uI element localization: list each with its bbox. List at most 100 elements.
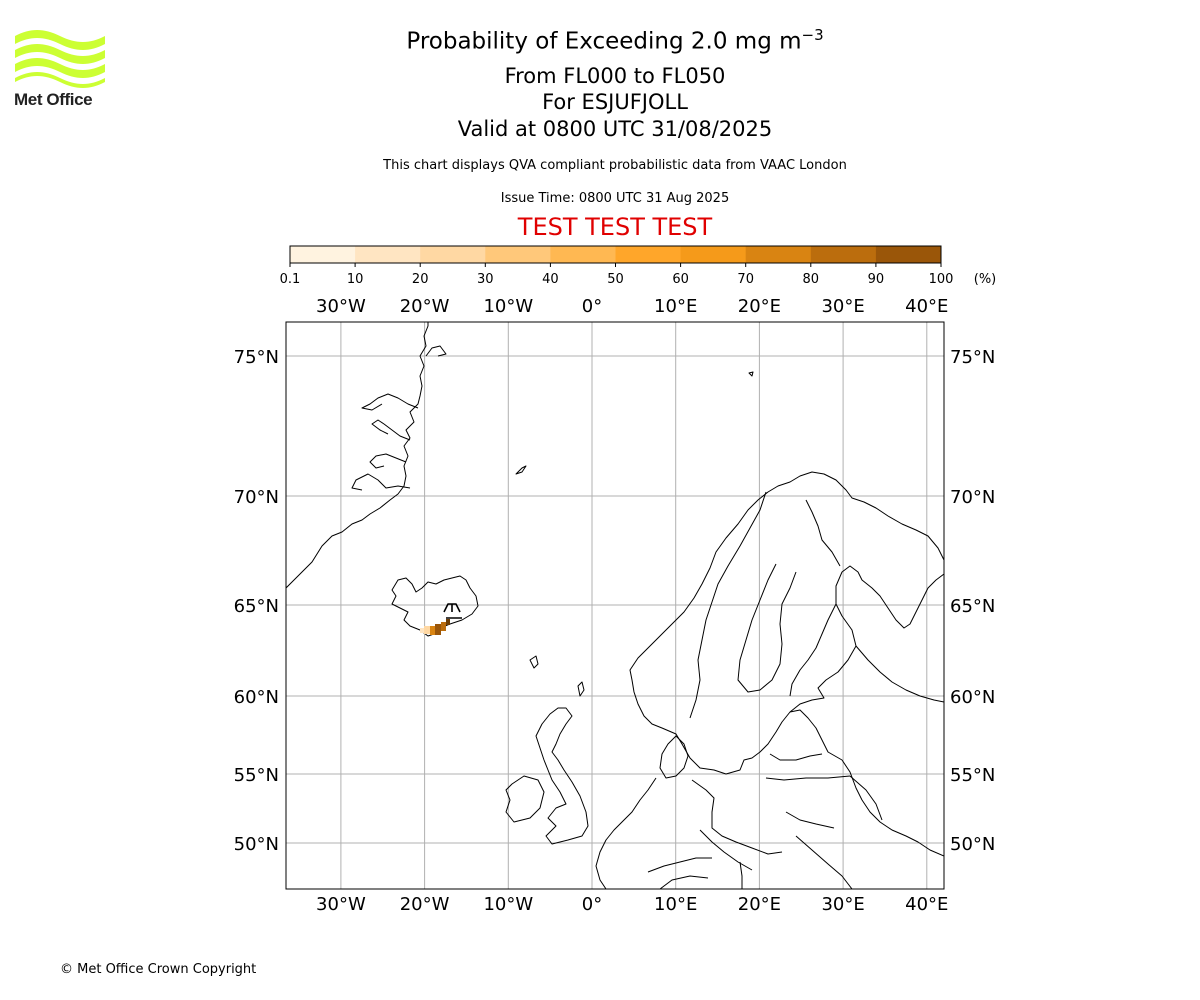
colorbar-segment: [420, 246, 486, 263]
iceland-coast: [391, 575, 479, 637]
colorbar-segment: [810, 246, 877, 263]
colorbar-tick-label: 60: [672, 272, 689, 287]
greenland-fjord-3: [371, 419, 411, 441]
colorbar-ticks: 0.1 10 20 30 40 50 60 70 80 90 100: [280, 263, 954, 287]
faroe-coast: [529, 655, 539, 669]
latitude-label-right: 65°N: [950, 596, 995, 617]
latitude-label-left: 75°N: [234, 347, 279, 368]
sweden-norway-border: [689, 491, 767, 719]
colorbar-tick-label: 90: [868, 272, 885, 287]
latitude-label-right: 55°N: [950, 765, 995, 786]
longitude-label-top: 30°E: [821, 296, 864, 317]
colorbar-tick-label: 100: [929, 272, 954, 287]
met-office-waves-icon: [15, 30, 105, 88]
latitude-label-left: 50°N: [234, 834, 279, 855]
latitude-label-right: 60°N: [950, 687, 995, 708]
colorbar-tick-label: 80: [803, 272, 820, 287]
latitude-label-left: 65°N: [234, 596, 279, 617]
prob-cell: [420, 628, 424, 633]
baltic-states-border: [765, 753, 851, 781]
graticule: [286, 322, 944, 889]
issue-time: Issue Time: 0800 UTC 31 Aug 2025: [500, 191, 730, 206]
continent-coast: [595, 777, 657, 889]
colorbar: [289, 245, 942, 264]
coastlines: [286, 322, 944, 889]
longitude-label-bottom: 10°E: [654, 894, 697, 915]
colorbar-segment: [615, 246, 682, 263]
colorbar-segment: [355, 246, 421, 263]
shetland-coast: [577, 681, 585, 697]
colorbar-tick-label: 0.1: [280, 272, 301, 287]
great-britain-coast: [535, 707, 589, 845]
colorbar-segment: [550, 246, 616, 263]
longitude-label-top: 30°W: [316, 296, 366, 317]
title-text: Probability of Exceeding 2.0 mg m: [406, 28, 802, 55]
colorbar-tick-label: 10: [347, 272, 364, 287]
logo-text: Met Office: [14, 90, 93, 109]
prob-cell: [435, 624, 441, 635]
latitude-label-left: 55°N: [234, 765, 279, 786]
baltic-coast: [789, 709, 944, 857]
colorbar-tick-label: 40: [542, 272, 559, 287]
colorbar-segment: [745, 246, 812, 263]
longitude-label-top: 20°W: [400, 296, 450, 317]
colorbar-segment: [680, 246, 747, 263]
russia-border: [849, 645, 944, 821]
colorbar-segment: [290, 246, 356, 263]
longitude-label-top: 10°W: [483, 296, 533, 317]
flight-levels: From FL000 to FL050: [504, 64, 726, 88]
longitude-label-top: 20°E: [738, 296, 781, 317]
test-banner: TEST TEST TEST: [517, 213, 713, 241]
ireland-coast: [505, 775, 545, 823]
prob-cell: [424, 626, 430, 634]
prob-cell: [430, 626, 435, 635]
longitude-label-bottom: 30°E: [821, 894, 864, 915]
colorbar-unit: (%): [974, 272, 997, 287]
probability-patches: [420, 619, 450, 635]
jan-mayen-coast: [515, 465, 527, 475]
colorbar-tick-label: 70: [737, 272, 754, 287]
met-office-logo: Met Office: [14, 30, 108, 112]
longitude-label-top: 0°: [582, 296, 602, 317]
longitude-label-bottom: 40°E: [905, 894, 948, 915]
colorbar-tick-label: 20: [412, 272, 429, 287]
finland-border: [789, 499, 841, 697]
latitude-label-right: 75°N: [950, 347, 995, 368]
greenland-fjord-2: [369, 453, 407, 469]
denmark-coast: [659, 735, 689, 779]
prob-cell: [446, 619, 450, 625]
latitude-label-left: 60°N: [234, 687, 279, 708]
continent-borders: [647, 779, 853, 889]
ash-cloud-footprint: [443, 603, 462, 619]
colorbar-segment: [485, 246, 551, 263]
gulf-of-bothnia: [737, 563, 797, 693]
chart-title: Probability of Exceeding 2.0 mg m−3: [300, 26, 930, 55]
copyright: © Met Office Crown Copyright: [60, 962, 257, 977]
latitude-label-left: 70°N: [234, 487, 279, 508]
longitude-label-top: 40°E: [905, 296, 948, 317]
longitude-label-bottom: 0°: [582, 894, 602, 915]
greenland-fjord-5: [425, 345, 447, 357]
valid-time: Valid at 0800 UTC 31/08/2025: [457, 117, 773, 141]
prob-cell: [441, 622, 446, 631]
longitude-label-bottom: 20°E: [738, 894, 781, 915]
volcano-name: For ESJUFJOLL: [542, 90, 688, 114]
longitude-label-bottom: 30°W: [316, 894, 366, 915]
title-exponent: −3: [801, 26, 824, 44]
scandinavia-coast: [629, 471, 944, 775]
longitude-label-bottom: 20°W: [400, 894, 450, 915]
colorbar-tick-label: 30: [477, 272, 494, 287]
colorbar-segment: [875, 246, 942, 263]
bear-island-coast: [748, 371, 754, 377]
longitude-label-bottom: 10°W: [483, 894, 533, 915]
chart-description: This chart displays QVA compliant probab…: [383, 158, 847, 173]
greenland-coast: [286, 322, 429, 589]
axis-labels: 30°W 30°W 20°W 20°W 10°W 10°W 0° 0° 10°E 10°E 20°E…: [234, 296, 996, 915]
latitude-label-right: 50°N: [950, 834, 995, 855]
greenland-fjord-1: [351, 473, 411, 491]
greenland-fjord-4: [361, 393, 419, 411]
map-frame: [285, 321, 945, 890]
latitude-label-right: 70°N: [950, 487, 995, 508]
longitude-label-top: 10°E: [654, 296, 697, 317]
